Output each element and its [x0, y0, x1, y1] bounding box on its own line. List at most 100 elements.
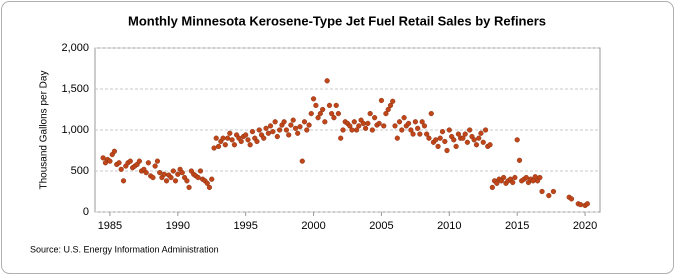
data-point — [467, 127, 473, 133]
data-point — [480, 139, 486, 145]
data-point — [215, 143, 222, 150]
data-point — [172, 178, 179, 184]
source-note: Source: U.S. Energy Information Administ… — [30, 244, 219, 254]
data-point — [417, 131, 423, 137]
data-point — [442, 138, 448, 145]
data-point — [256, 127, 262, 133]
data-point — [584, 201, 590, 207]
data-point — [489, 184, 495, 191]
data-point — [225, 135, 231, 141]
data-point — [308, 110, 314, 117]
data-point — [392, 123, 398, 129]
data-point — [261, 135, 267, 141]
data-point — [439, 129, 446, 135]
data-point — [568, 196, 575, 202]
data-point — [487, 142, 493, 148]
data-point — [444, 147, 450, 154]
data-point — [254, 138, 260, 145]
data-point — [227, 130, 233, 136]
data-point — [347, 123, 353, 129]
data-point — [310, 96, 317, 102]
data-point — [365, 120, 371, 127]
data-point — [238, 138, 244, 145]
data-point — [435, 143, 441, 150]
data-point — [229, 137, 235, 143]
data-point — [274, 133, 280, 140]
data-point — [270, 129, 276, 135]
data-point — [501, 174, 507, 181]
x-tick-label: 1985 — [98, 220, 122, 232]
data-point — [415, 125, 421, 131]
data-point — [478, 130, 484, 136]
data-point — [437, 135, 443, 141]
data-point — [405, 120, 412, 127]
data-point — [381, 123, 387, 129]
data-point — [378, 97, 385, 104]
data-point — [272, 119, 278, 125]
data-point — [170, 168, 176, 174]
data-point — [206, 184, 213, 191]
data-point — [204, 180, 210, 186]
data-point — [451, 137, 457, 143]
y-axis-label: Thousand Gallons per Day — [39, 71, 50, 190]
data-point — [408, 127, 414, 133]
data-point — [286, 132, 292, 138]
data-point — [283, 127, 290, 133]
data-point — [510, 179, 516, 186]
y-tick-label: 0 — [83, 206, 89, 218]
data-point — [412, 119, 418, 125]
data-point — [290, 117, 296, 123]
data-point — [462, 131, 468, 137]
data-point — [394, 135, 400, 141]
data-point — [512, 174, 518, 181]
data-point — [360, 120, 366, 127]
data-point — [367, 110, 373, 117]
data-point — [154, 158, 161, 164]
data-point — [514, 137, 520, 143]
data-point — [460, 135, 466, 141]
data-point — [107, 158, 113, 164]
data-point — [220, 135, 226, 141]
data-point — [335, 110, 342, 117]
data-point — [184, 178, 190, 184]
data-point — [249, 129, 256, 135]
data-point — [245, 137, 251, 143]
data-point — [550, 188, 557, 195]
data-point — [127, 158, 133, 164]
data-point — [315, 115, 321, 121]
data-point — [324, 78, 330, 84]
data-point — [410, 131, 416, 137]
data-point — [326, 102, 333, 109]
data-point — [399, 127, 405, 133]
chart-title: Monthly Minnesota Kerosene-Type Jet Fuel… — [128, 13, 546, 28]
data-point — [476, 135, 482, 141]
data-point — [145, 160, 151, 166]
y-tick-label: 1,000 — [61, 124, 89, 136]
x-tick-label: 2010 — [437, 220, 461, 232]
data-point — [494, 180, 500, 186]
data-point — [372, 115, 378, 121]
data-point — [136, 158, 142, 164]
data-point — [446, 127, 452, 133]
x-tick-label: 2000 — [301, 220, 325, 232]
data-point — [351, 119, 357, 125]
data-point — [390, 98, 396, 104]
data-point — [143, 170, 149, 176]
data-point — [179, 170, 185, 176]
data-point — [161, 171, 167, 177]
data-point — [539, 188, 545, 195]
data-point — [385, 106, 391, 113]
data-point — [313, 102, 319, 109]
data-point — [100, 155, 106, 161]
x-tick-label: 1995 — [233, 220, 257, 232]
data-point — [453, 143, 459, 150]
data-point — [471, 137, 477, 143]
data-point — [482, 127, 489, 133]
data-point — [297, 124, 303, 130]
data-point — [118, 166, 124, 172]
data-point — [195, 174, 201, 181]
data-point — [322, 119, 328, 125]
data-point — [265, 130, 271, 136]
data-point — [263, 125, 269, 131]
